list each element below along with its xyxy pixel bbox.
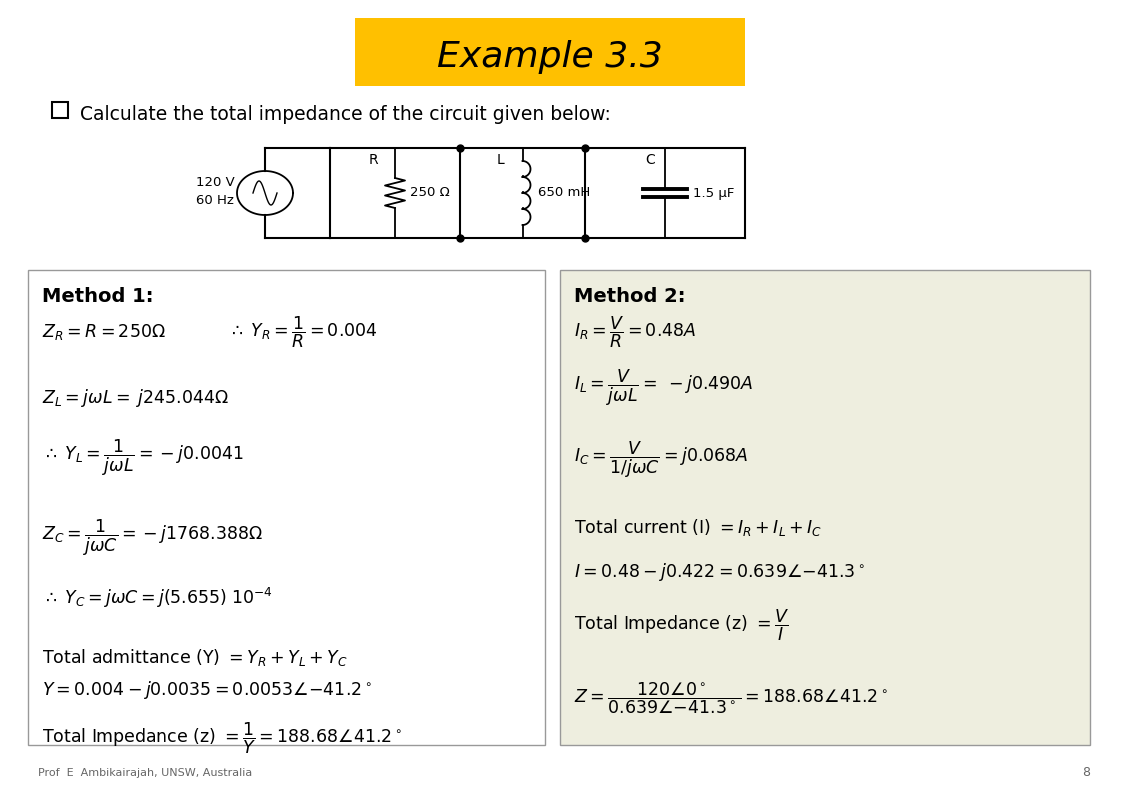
Text: 120 V: 120 V <box>195 177 235 190</box>
Text: Total current (I) $= I_R + I_L + I_C$: Total current (I) $= I_R + I_L + I_C$ <box>574 518 822 538</box>
FancyBboxPatch shape <box>355 18 744 86</box>
Text: $\therefore\; Y_L = \dfrac{1}{j\omega L} = -j0.0041$: $\therefore\; Y_L = \dfrac{1}{j\omega L}… <box>42 438 244 478</box>
Text: Example 3.3: Example 3.3 <box>438 40 663 74</box>
Text: $I_R = \dfrac{V}{R} = 0.48A$: $I_R = \dfrac{V}{R} = 0.48A$ <box>574 314 696 350</box>
Text: Method 2:: Method 2: <box>574 286 686 306</box>
Text: $I_L = \dfrac{V}{j\omega L} = \;-j0.490A$: $I_L = \dfrac{V}{j\omega L} = \;-j0.490A… <box>574 368 754 408</box>
Text: 1.5 μF: 1.5 μF <box>693 186 734 199</box>
Text: $Y = 0.004 - j0.0035 = 0.0053\angle{-41.2^\circ}$: $Y = 0.004 - j0.0035 = 0.0053\angle{-41.… <box>42 679 372 701</box>
Text: $\therefore\; Y_R = \dfrac{1}{R} = 0.004$: $\therefore\; Y_R = \dfrac{1}{R} = 0.004… <box>228 314 378 350</box>
Bar <box>559 270 1090 745</box>
Text: $Z_L = j\omega L = \;j245.044\Omega$: $Z_L = j\omega L = \;j245.044\Omega$ <box>42 387 229 409</box>
Text: Prof  E  Ambikairajah, UNSW, Australia: Prof E Ambikairajah, UNSW, Australia <box>38 768 253 778</box>
Text: $Z_R= R = 250\Omega$: $Z_R= R = 250\Omega$ <box>42 322 166 342</box>
Text: C: C <box>645 153 655 167</box>
Bar <box>52 102 68 118</box>
Text: L: L <box>496 153 504 167</box>
Text: Total Impedance (z) $= \dfrac{V}{I}$: Total Impedance (z) $= \dfrac{V}{I}$ <box>574 607 790 642</box>
Text: Total Impedance (z) $= \dfrac{1}{Y} = 188.68\angle{41.2^\circ}$: Total Impedance (z) $= \dfrac{1}{Y} = 18… <box>42 720 402 756</box>
Text: Method 1:: Method 1: <box>42 286 153 306</box>
Text: 650 mH: 650 mH <box>538 186 590 199</box>
Text: $Z = \dfrac{120\angle{0^\circ}}{0.639\angle{-41.3^\circ}} = 188.68\angle{41.2^\c: $Z = \dfrac{120\angle{0^\circ}}{0.639\an… <box>574 680 888 716</box>
Text: $Z_C = \dfrac{1}{j\omega C} = -j1768.388\Omega$: $Z_C = \dfrac{1}{j\omega C} = -j1768.388… <box>42 518 263 558</box>
Text: $I = 0.48 - j0.422 = 0.639\angle{-41.3^\circ}$: $I = 0.48 - j0.422 = 0.639\angle{-41.3^\… <box>574 561 865 583</box>
Text: Total admittance (Y) $= Y_R + Y_L + Y_C$: Total admittance (Y) $= Y_R + Y_L + Y_C$ <box>42 647 347 669</box>
Text: Calculate the total impedance of the circuit given below:: Calculate the total impedance of the cir… <box>80 105 611 123</box>
Text: $\therefore\; Y_C = j\omega C = j(5.655)\;10^{-4}$: $\therefore\; Y_C = j\omega C = j(5.655)… <box>42 586 273 610</box>
Text: 60 Hz: 60 Hz <box>196 194 233 207</box>
Text: R: R <box>368 153 378 167</box>
Text: 250 Ω: 250 Ω <box>409 186 450 199</box>
Bar <box>28 270 545 745</box>
Text: $I_C = \dfrac{V}{1/j\omega C} = j0.068A$: $I_C = \dfrac{V}{1/j\omega C} = j0.068A$ <box>574 440 749 480</box>
Text: 8: 8 <box>1082 766 1090 779</box>
